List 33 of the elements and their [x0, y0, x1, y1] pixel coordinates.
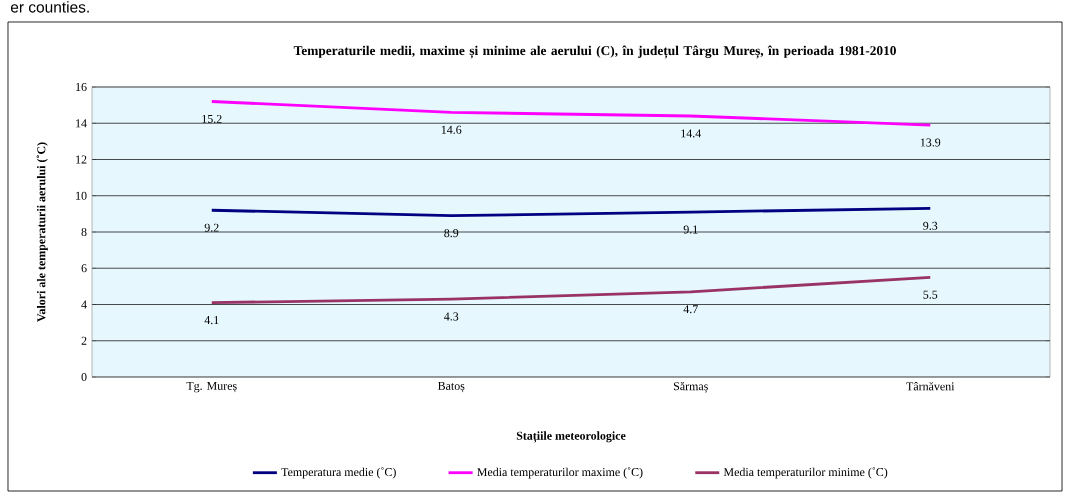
y-tick-label: 2	[81, 336, 87, 345]
y-tick-label: 4	[81, 300, 87, 309]
data-label: 13.9	[920, 138, 941, 147]
y-tick-label: 14	[76, 119, 87, 128]
line-series	[210, 207, 932, 218]
data-label: 8.9	[444, 229, 459, 238]
y-tick-label: 10	[76, 191, 87, 200]
x-tick-label: Sărmaș	[673, 381, 708, 393]
y-tick-label: 0	[81, 372, 87, 382]
data-label: 4.1	[204, 316, 219, 325]
data-label: 9.1	[683, 225, 698, 234]
y-tick-label: 8	[81, 227, 87, 237]
data-label: 4.7	[683, 305, 698, 314]
y-tick-label: 6	[81, 264, 87, 273]
data-label: 5.5	[923, 290, 938, 299]
x-tick-label: Târnăveni	[906, 381, 955, 391]
chart-title: Temperaturile medii, maxime și minime ale aerului (C), în județul Târgu Mureș, în perioada 1981-2010	[293, 45, 896, 59]
x-axis-title: Stațiile meteorologice	[516, 431, 626, 443]
data-label: 14.6	[441, 125, 462, 134]
data-label: 14.4	[681, 129, 702, 138]
data-label: 9.3	[923, 221, 938, 230]
legend-label: Media temperaturilor minime (˚C)	[723, 467, 888, 479]
data-label: 9.2	[204, 223, 219, 232]
legend-label: Temperatura medie (˚C)	[281, 467, 396, 479]
legend-label: Media temperaturilor maxime (˚C)	[477, 467, 643, 479]
y-tick-label: 16	[76, 82, 87, 92]
x-tick-label: Tg. Mureș	[186, 381, 237, 393]
x-tick-label: Batoș	[438, 381, 465, 393]
data-label: 4.3	[444, 312, 459, 321]
y-tick-label: 12	[76, 155, 87, 164]
data-label: 15.2	[202, 114, 222, 123]
text: er counties.	[10, 1, 89, 13]
y-axis-title: Valori ale temperaturii aerului (˚C)	[36, 142, 48, 322]
